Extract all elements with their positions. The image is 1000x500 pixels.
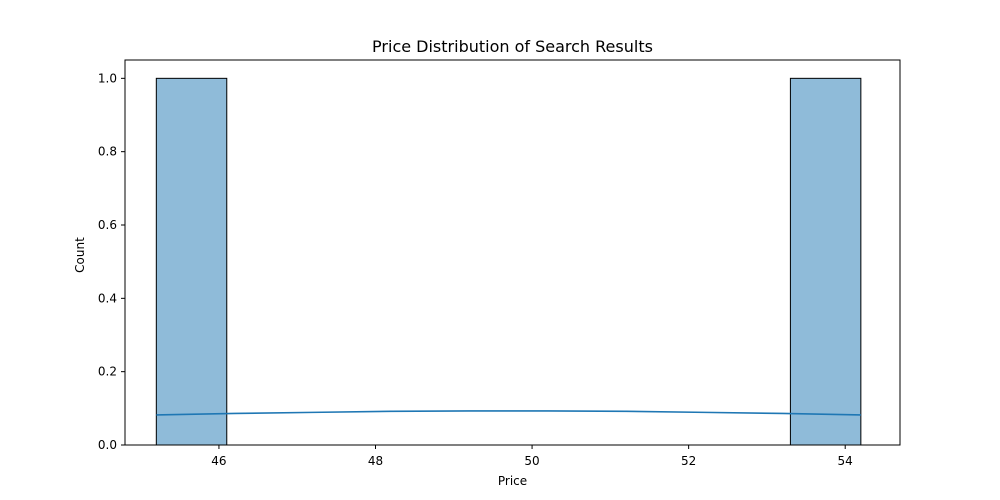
y-tick-label: 1.0	[98, 71, 117, 85]
y-tick-label: 0.4	[98, 291, 117, 305]
y-axis-label: Count	[73, 237, 87, 273]
x-axis-label: Price	[498, 474, 527, 488]
kde-line	[156, 410, 861, 416]
plot-frame	[124, 59, 901, 446]
x-tick-label: 54	[838, 454, 853, 468]
kde-layer	[156, 410, 861, 416]
y-tick-label: 0.8	[98, 145, 117, 159]
x-tick-label: 52	[681, 454, 696, 468]
x-tick-label: 48	[368, 454, 383, 468]
chart-title: Price Distribution of Search Results	[372, 37, 653, 56]
x-tick-label: 46	[211, 454, 226, 468]
x-tick-label: 50	[524, 454, 539, 468]
y-tick-label: 0.2	[98, 365, 117, 379]
y-tick-label: 0.6	[98, 218, 117, 232]
histogram-bar	[789, 77, 862, 446]
y-tick-label: 0.0	[98, 438, 117, 452]
bars-layer	[155, 77, 862, 446]
histogram-bar	[155, 77, 228, 446]
axes-layer: 46 48 50 52 54 0.0 0.2 0.4 0.6 0.8 1.0	[98, 59, 901, 468]
